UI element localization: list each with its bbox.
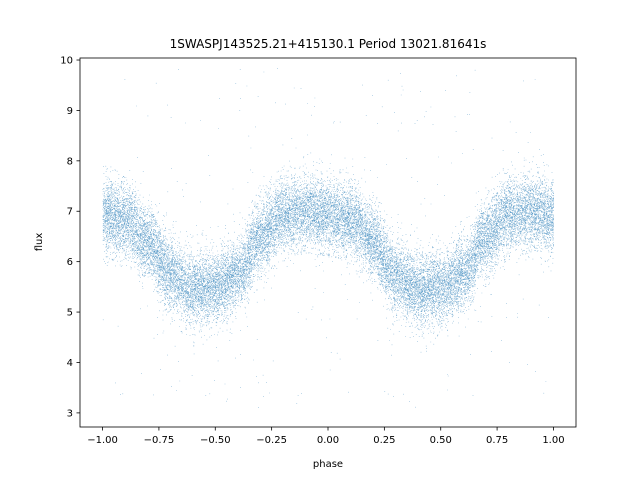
y-tick-label: 7 <box>67 207 73 218</box>
y-tick-label: 6 <box>67 257 73 268</box>
y-tick-label: 4 <box>67 358 73 369</box>
x-tick-label: 0.00 <box>317 435 339 446</box>
y-tick-label: 3 <box>67 408 73 419</box>
data-points <box>102 68 554 408</box>
scatter-points <box>102 68 554 408</box>
x-tick-label: 0.75 <box>486 435 508 446</box>
x-tick-label: −0.25 <box>256 435 287 446</box>
x-axis-label: phase <box>313 459 343 470</box>
y-tick-label: 8 <box>67 156 73 167</box>
plot-frame <box>79 57 577 428</box>
y-axis: 3 4 5 6 7 8 9 10 <box>60 56 80 419</box>
x-tick-label: −1.00 <box>87 435 118 446</box>
chart-title: 1SWASPJ143525.21+415130.1 Period 13021.8… <box>170 37 487 51</box>
x-tick-label: 0.25 <box>373 435 395 446</box>
x-tick-label: 1.00 <box>542 435 564 446</box>
x-tick-label: −0.75 <box>144 435 175 446</box>
y-tick-label: 9 <box>67 106 73 117</box>
y-tick-label: 5 <box>67 308 73 319</box>
x-tick-label: −0.50 <box>200 435 231 446</box>
y-tick-label: 10 <box>60 56 73 67</box>
x-axis: −1.00 −0.75 −0.50 −0.25 0.00 0.25 0.50 0.75 1.00 <box>87 427 565 446</box>
y-axis-label: flux <box>34 233 45 252</box>
x-tick-label: 0.50 <box>430 435 452 446</box>
